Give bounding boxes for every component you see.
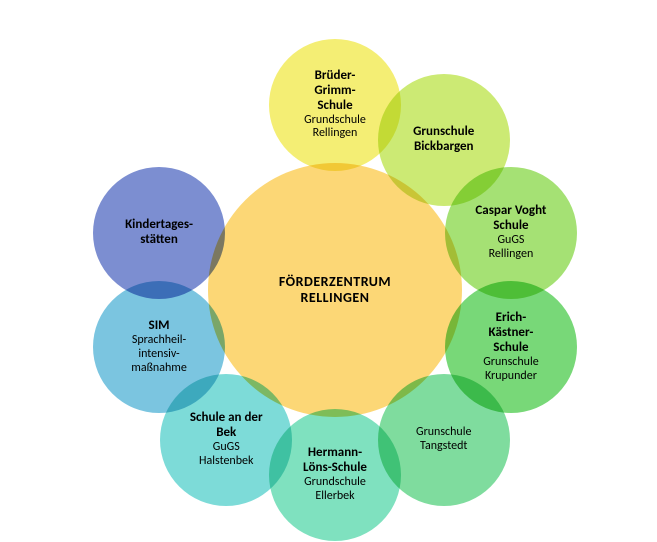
outer-label-reg: GuGSHalstenbek	[190, 441, 263, 469]
outer-label: Caspar VoghtSchuleGuGSRellingen	[469, 198, 552, 267]
outer-label-holder: SIMSprachheil-intensiv-maßnahme	[93, 281, 225, 413]
outer-label-reg: GrunschuleKrupunder	[483, 356, 538, 384]
outer-label-reg: GrundschuleRellingen	[304, 114, 366, 142]
outer-label: GrunschuleBickbargen	[407, 119, 480, 161]
outer-label: Brüder-Grimm-SchuleGrundschuleRellingen	[298, 63, 372, 147]
outer-label-bold: SIM	[131, 319, 187, 334]
outer-label-holder: Kindertages-stätten	[93, 167, 225, 299]
center-title-line2: RELLINGEN	[301, 289, 370, 306]
outer-label: Hermann-Löns-SchuleGrundschuleEllerbek	[297, 440, 373, 509]
outer-label-bold: Hermann-Löns-Schule	[303, 446, 367, 476]
outer-label-bold: Erich-Kästner-Schule	[483, 311, 538, 356]
radial-diagram: FÖRDERZENTRUM RELLINGEN Brüder-Grimm-Sch…	[0, 0, 657, 542]
outer-label-holder: Caspar VoghtSchuleGuGSRellingen	[445, 167, 577, 299]
outer-label-bold: Kindertages-stätten	[125, 218, 193, 248]
outer-label-bold: Schule an derBek	[190, 411, 263, 441]
outer-label: SIMSprachheil-intensiv-maßnahme	[125, 313, 193, 381]
outer-label-reg: GrunschuleTangstedt	[416, 426, 471, 454]
outer-label: Schule an derBekGuGSHalstenbek	[184, 405, 269, 474]
outer-label-bold: Caspar VoghtSchule	[475, 204, 546, 234]
center-title-line1: FÖRDERZENTRUM	[279, 273, 391, 290]
outer-label-reg: Sprachheil-intensiv-maßnahme	[131, 334, 187, 375]
outer-label: GrunschuleTangstedt	[410, 420, 477, 460]
center-title: FÖRDERZENTRUM RELLINGEN	[273, 268, 397, 312]
outer-label: Kindertages-stätten	[119, 212, 199, 254]
outer-label-reg: GrundschuleEllerbek	[303, 476, 367, 504]
outer-label-bold: Brüder-Grimm-Schule	[304, 69, 366, 114]
outer-label: Erich-Kästner-SchuleGrunschuleKrupunder	[477, 305, 544, 389]
outer-label-bold: GrunschuleBickbargen	[413, 125, 474, 155]
outer-label-reg: GuGSRellingen	[475, 234, 546, 262]
